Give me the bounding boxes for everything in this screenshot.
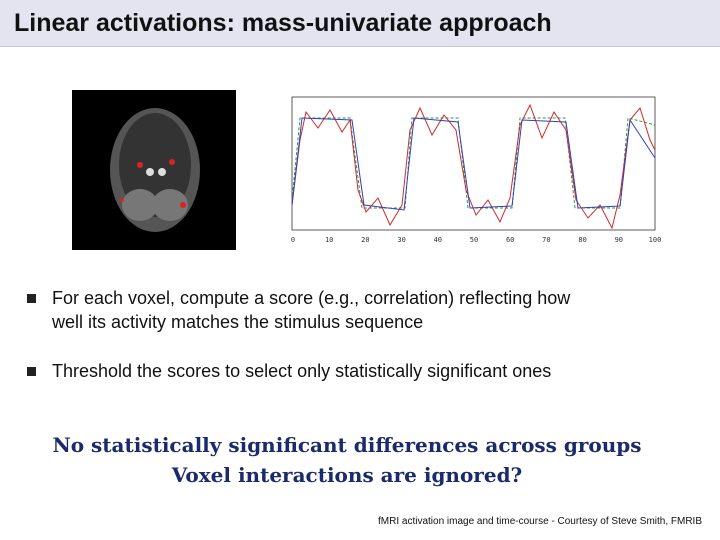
x-tick-label: 0 [291,236,295,244]
bullet: Threshold the scores to select only stat… [26,359,552,383]
bullet-line: well its activity matches the stimulus s… [52,312,424,332]
figure: 0 10 20 30 40 50 60 70 80 90 100 [72,90,662,250]
note-line: Voxel interactions are ignored? [171,463,523,487]
x-tick-label: 10 [325,236,333,244]
title: Linear activations: mass-univariate appr… [14,9,552,37]
x-tick-label: 100 [649,236,662,244]
full-model-fit [291,117,656,211]
data-curve [291,103,656,230]
x-tick-label: 50 [470,236,478,244]
x-tick-label: 90 [615,236,623,244]
credit: fMRI activation image and time-course - … [378,516,702,527]
note-line: No statistically significant differences… [52,433,642,457]
x-tick-label: 30 [397,236,405,244]
x-tick-label: 60 [506,236,514,244]
bullet-line: For each voxel, compute a score (e.g., c… [52,288,571,308]
title-bar: Linear activations: mass-univariate appr… [0,0,720,47]
x-tick-label: 70 [542,236,550,244]
bullet-line: Threshold the scores to select only stat… [52,361,552,381]
bullet: For each voxel, compute a score (e.g., c… [26,286,571,334]
note: No statistically significant differences… [0,430,694,490]
x-tick-label: 40 [434,236,442,244]
x-tick-label: 20 [361,236,369,244]
x-tick-label: 80 [578,236,586,244]
model-fit [291,117,656,209]
